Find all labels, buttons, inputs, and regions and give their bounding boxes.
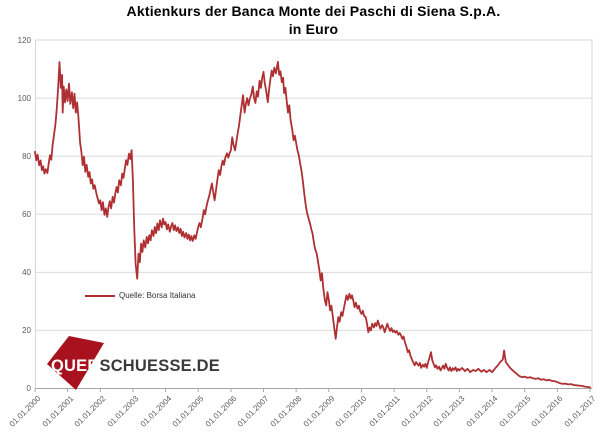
logo-red-square xyxy=(47,336,104,390)
chart-title-line2: in Euro xyxy=(288,21,339,37)
y-axis-tick-label: 120 xyxy=(17,35,31,45)
y-axis-tick-label: 0 xyxy=(26,384,31,393)
y-axis-tick-label: 100 xyxy=(17,93,31,103)
chart-title-line1: Aktienkurs der Banca Monte dei Paschi di… xyxy=(126,3,501,19)
price-line xyxy=(34,60,591,389)
logo-text-schuesse: SCHUESSE.DE xyxy=(99,357,220,375)
y-axis-tick-label: 60 xyxy=(22,209,31,219)
y-axis-tick-label: 20 xyxy=(22,325,31,335)
logo-text: QUERSCHUESSE.DE xyxy=(51,357,220,376)
legend: Quelle: Borsa Italiana xyxy=(85,291,196,301)
watermark-logo: QUERSCHUESSE.DE xyxy=(44,332,244,394)
legend-label: Quelle: Borsa Italiana xyxy=(119,291,196,300)
y-axis-tick-label: 80 xyxy=(22,151,31,161)
chart-title-block: Aktienkurs der Banca Monte dei Paschi di… xyxy=(26,2,600,38)
y-axis-tick-label: 40 xyxy=(22,267,31,277)
logo-text-quer: QUER xyxy=(51,357,100,375)
legend-line-swatch xyxy=(85,295,115,297)
